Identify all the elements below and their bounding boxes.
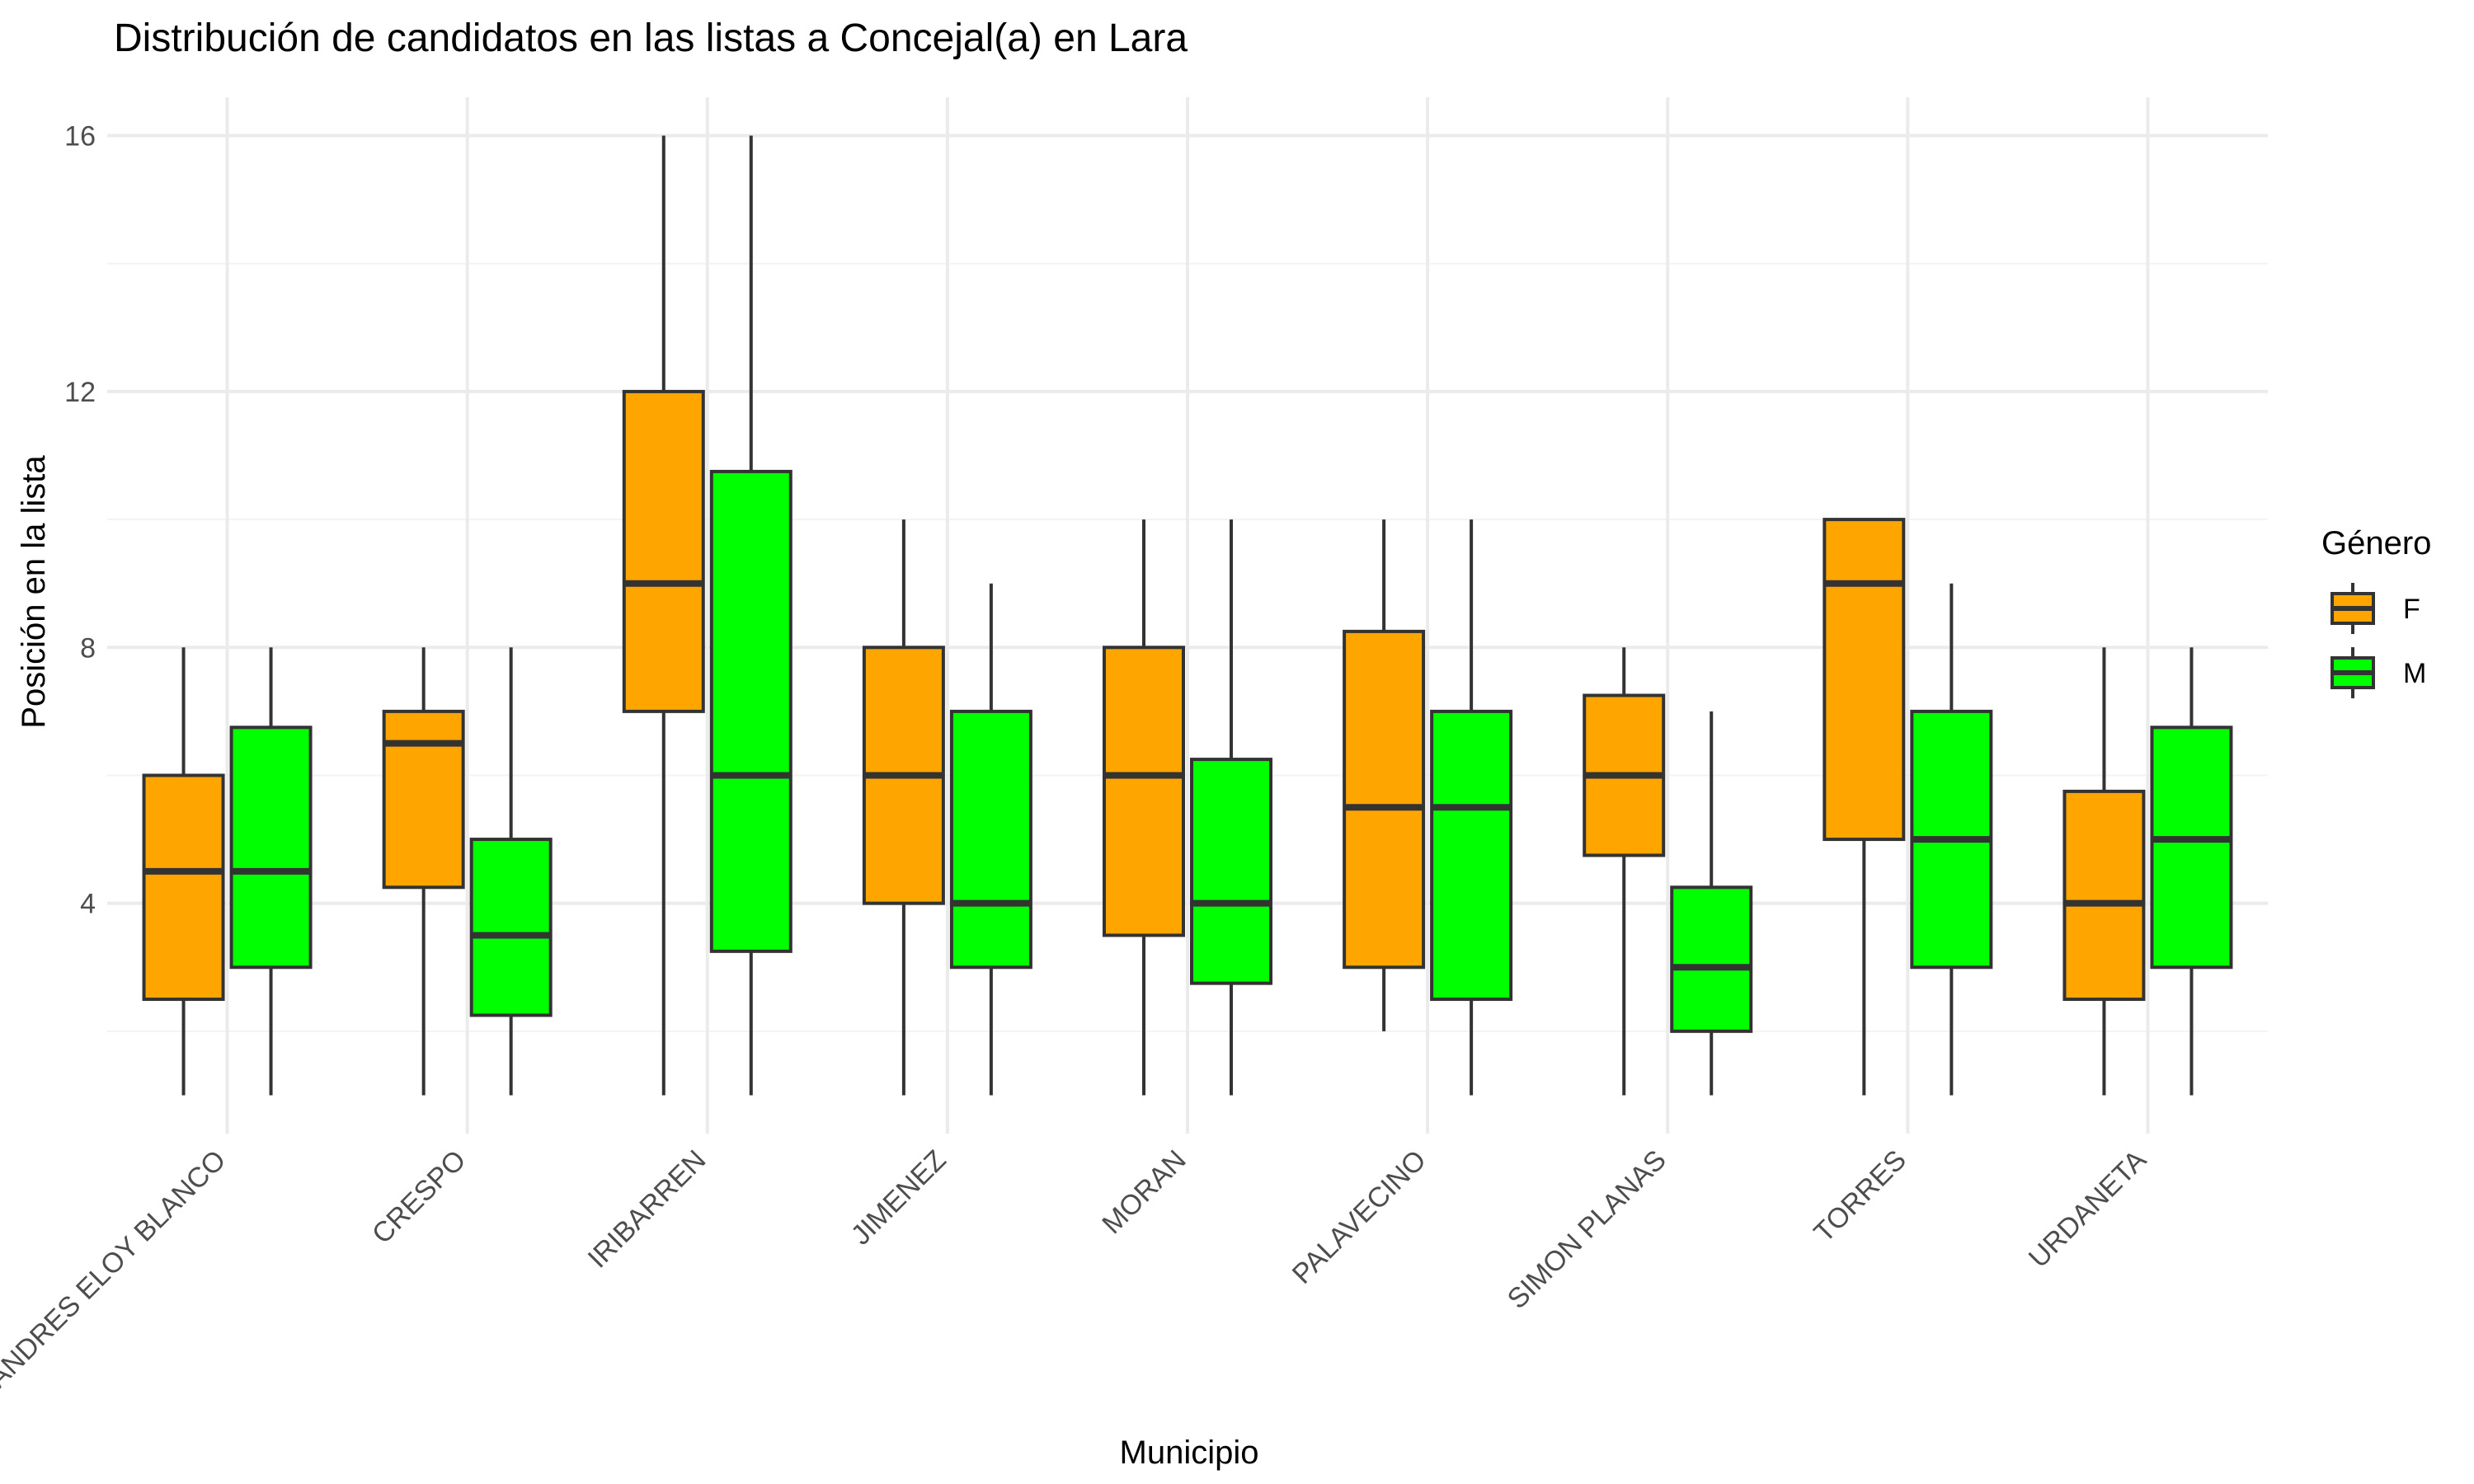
box-iqr [142, 773, 225, 1002]
box-F [382, 647, 465, 1096]
legend-item-M: M [2331, 647, 2426, 698]
legend: Género F M [2321, 525, 2431, 698]
box-F [862, 519, 945, 1096]
y-axis-ticks: 4 8 12 16 [64, 121, 96, 920]
legend-item-F: F [2331, 583, 2420, 634]
box-M [2150, 647, 2233, 1096]
box-F [1343, 519, 1426, 1031]
box-series [142, 135, 2233, 1096]
box-F [142, 647, 225, 1096]
x-tick-label: PALAVECINO [1286, 1144, 1432, 1290]
box-iqr [1103, 646, 1185, 937]
box-iqr [1343, 629, 1426, 970]
legend-title: Género [2321, 525, 2431, 561]
box-M [1190, 519, 1272, 1096]
legend-label: F [2403, 594, 2420, 625]
x-tick-label: MORAN [1096, 1144, 1192, 1240]
y-tick-label: 12 [64, 377, 96, 408]
x-tick-label: CRESPO [366, 1144, 472, 1250]
box-iqr [709, 469, 793, 953]
x-tick-label: JIMENEZ [845, 1144, 952, 1252]
box-M [1430, 519, 1513, 1096]
y-tick-label: 8 [80, 632, 96, 664]
box-iqr [1823, 518, 1906, 842]
box-iqr [2062, 789, 2146, 1002]
box-iqr [622, 389, 705, 713]
box-F [1823, 518, 1906, 1096]
box-iqr [2150, 726, 2233, 970]
chart-title: Distribución de candidatos en las listas… [114, 16, 1188, 60]
box-M [1910, 583, 1993, 1096]
box-M [229, 647, 313, 1096]
x-tick-label: SIMON PLANAS [1502, 1144, 1672, 1315]
x-axis-title: Municipio [1120, 1435, 1259, 1471]
x-tick-label: URDANETA [2023, 1144, 2153, 1275]
box-F [1103, 519, 1185, 1096]
box-M [469, 647, 553, 1096]
box-iqr [1190, 758, 1272, 985]
y-tick-label: 4 [80, 889, 96, 920]
box-iqr [1430, 709, 1513, 1002]
box-iqr [1670, 885, 1753, 1033]
box-F [1583, 647, 1666, 1096]
y-tick-label: 16 [64, 121, 96, 153]
y-axis-title: Posición en la lista [16, 455, 52, 729]
x-tick-label: ANDRES ELOY BLANCO [0, 1144, 232, 1394]
box-F [622, 135, 705, 1096]
x-axis-ticks: ANDRES ELOY BLANCO CRESPO IRIBARREN JIMENEZ… [0, 1144, 2152, 1394]
grid-lines [107, 97, 2268, 1134]
box-M [949, 583, 1032, 1096]
x-tick-label: TORRES [1808, 1144, 1912, 1249]
box-iqr [229, 726, 313, 970]
x-tick-label: IRIBARREN [582, 1144, 713, 1275]
box-iqr [469, 838, 553, 1017]
box-iqr [949, 709, 1032, 970]
box-iqr [382, 709, 465, 890]
legend-label: M [2403, 658, 2426, 689]
box-F [2062, 647, 2146, 1096]
box-M [1670, 711, 1753, 1096]
box-M [709, 135, 793, 1096]
